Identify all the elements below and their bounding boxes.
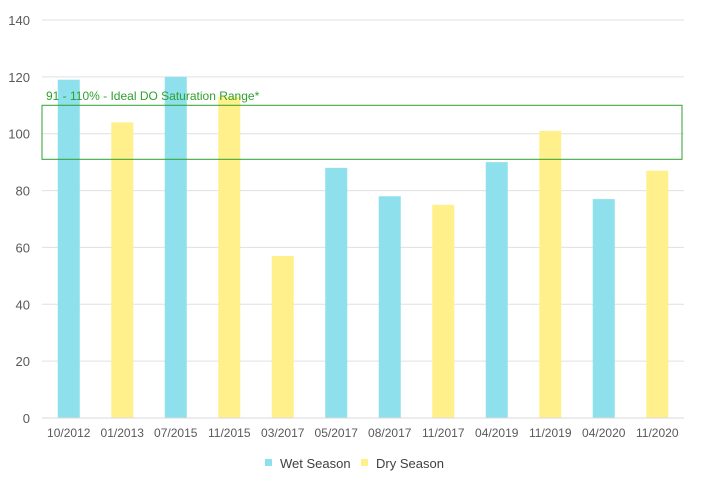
- ideal-range-rect: [41, 104, 683, 160]
- legend-label-dry: Dry Season: [376, 456, 444, 471]
- bar-dry-season: [539, 130, 562, 418]
- ideal-range-label: 91 - 110% - Ideal DO Saturation Range*: [46, 89, 260, 103]
- legend-swatch-dry: [361, 459, 368, 466]
- legend-swatch-wet: [265, 459, 272, 466]
- bars: [57, 76, 669, 418]
- bar-wet-season: [325, 167, 348, 418]
- y-tick-label: 0: [23, 411, 30, 426]
- legend: Wet Season Dry Season: [265, 456, 444, 471]
- ideal-range-band: 91 - 110% - Ideal DO Saturation Range*: [41, 89, 683, 160]
- x-tick-label: 10/2012: [47, 426, 91, 440]
- bar-wet-season: [164, 76, 187, 418]
- bar-dry-season: [271, 255, 294, 418]
- bar-wet-season: [592, 199, 615, 418]
- x-tick-label: 08/2017: [368, 426, 412, 440]
- x-tick-label: 03/2017: [261, 426, 305, 440]
- gridlines: [42, 19, 684, 362]
- x-tick-label: 11/2020: [636, 426, 679, 440]
- y-axis-ticks: 0 20 40 60 80 100 120 140: [8, 13, 30, 426]
- x-axis-ticks: 10/2012 01/2013 07/2015 11/2015 03/2017 05/20…: [47, 426, 679, 440]
- x-tick-label: 04/2020: [582, 426, 626, 440]
- y-tick-label: 40: [16, 297, 30, 312]
- bar-dry-season: [646, 170, 669, 418]
- x-tick-label: 01/2013: [101, 426, 145, 440]
- x-tick-label: 11/2019: [529, 426, 572, 440]
- legend-label-wet: Wet Season: [280, 456, 351, 471]
- x-tick-label: 07/2015: [154, 426, 198, 440]
- bar-dry-season: [111, 122, 134, 418]
- y-tick-label: 80: [16, 184, 30, 199]
- x-tick-label: 05/2017: [315, 426, 359, 440]
- bar-dry-season: [432, 204, 455, 418]
- y-tick-label: 140: [8, 13, 30, 28]
- x-tick-label: 04/2019: [475, 426, 519, 440]
- bar-wet-season: [57, 79, 80, 418]
- y-tick-label: 120: [8, 70, 30, 85]
- x-tick-label: 11/2017: [422, 426, 465, 440]
- bar-wet-season: [485, 162, 508, 418]
- bar-wet-season: [378, 196, 401, 418]
- y-tick-label: 60: [16, 240, 30, 255]
- y-tick-label: 100: [8, 127, 30, 142]
- bar-dry-season: [218, 96, 241, 418]
- y-tick-label: 20: [16, 354, 30, 369]
- x-tick-label: 11/2015: [208, 426, 251, 440]
